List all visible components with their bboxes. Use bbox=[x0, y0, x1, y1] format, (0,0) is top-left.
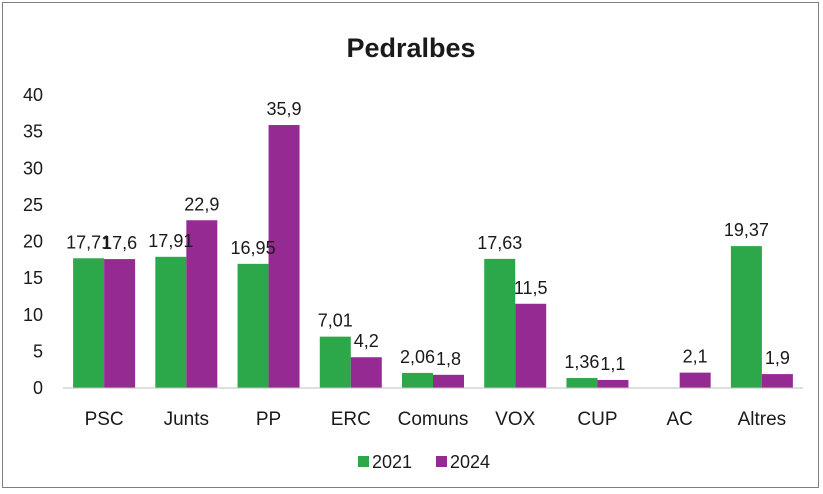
legend-swatch bbox=[358, 456, 369, 467]
x-axis: PSC Junts PP ERC Comuns VOX CUP AC Altres bbox=[85, 409, 787, 430]
bar-2021-comuns bbox=[402, 372, 433, 388]
y-axis: 0 5 10 15 20 25 30 35 40 bbox=[23, 85, 43, 398]
y-tick-label: 10 bbox=[23, 305, 43, 325]
y-tick-label: 25 bbox=[23, 195, 43, 215]
data-label: 16,95 bbox=[231, 238, 276, 258]
bar-2024-cup bbox=[597, 379, 629, 388]
data-label: 17,91 bbox=[148, 231, 193, 251]
bar-2024-pp bbox=[268, 125, 300, 388]
y-tick-label: 20 bbox=[23, 232, 43, 252]
bar-2024-junts bbox=[186, 220, 218, 388]
x-category-label: PSC bbox=[85, 409, 124, 430]
bar-2021-altres bbox=[730, 246, 762, 388]
data-label: 19,37 bbox=[724, 220, 769, 240]
data-label: 1,1 bbox=[600, 354, 625, 374]
bar-2024-comuns bbox=[433, 374, 464, 388]
bar-2021-vox bbox=[484, 258, 516, 388]
data-label: 7,01 bbox=[318, 311, 353, 331]
legend: 2021 2024 bbox=[358, 452, 490, 472]
x-category-label: Altres bbox=[738, 409, 787, 430]
chart-title: Pedralbes bbox=[346, 33, 475, 63]
y-tick-label: 30 bbox=[23, 158, 43, 178]
data-label: 2,1 bbox=[683, 347, 708, 367]
chart-frame: Pedralbes 0 5 10 15 20 25 30 35 40 17,71 17,6 17,9… bbox=[2, 2, 819, 488]
bar-2024-altres bbox=[761, 374, 793, 388]
data-label: 17,71 bbox=[66, 232, 111, 252]
data-label: 11,5 bbox=[514, 278, 548, 298]
x-category-label: VOX bbox=[495, 409, 535, 430]
bar-2021-erc bbox=[319, 336, 351, 388]
data-label: 1,36 bbox=[564, 352, 599, 372]
data-label: 17,6 bbox=[102, 233, 137, 253]
bars bbox=[73, 125, 793, 388]
data-label: 1,8 bbox=[436, 349, 461, 369]
x-category-label: CUP bbox=[577, 409, 617, 430]
y-tick-label: 15 bbox=[23, 268, 43, 288]
data-label: 17,63 bbox=[477, 233, 522, 253]
x-category-label: ERC bbox=[331, 409, 371, 430]
bar-2024-erc bbox=[350, 357, 382, 388]
data-label: 4,2 bbox=[354, 331, 379, 351]
y-tick-label: 35 bbox=[23, 122, 43, 142]
y-tick-label: 40 bbox=[23, 85, 43, 105]
bar-2024-ac bbox=[679, 372, 711, 388]
data-label: 1,9 bbox=[765, 348, 790, 368]
legend-label: 2021 bbox=[372, 452, 412, 472]
x-category-label: Comuns bbox=[398, 409, 469, 430]
legend-item-2024: 2024 bbox=[436, 452, 490, 472]
legend-swatch bbox=[436, 456, 447, 467]
legend-item-2021: 2021 bbox=[358, 452, 412, 472]
x-category-label: AC bbox=[666, 409, 692, 430]
data-label: 22,9 bbox=[184, 194, 219, 214]
bar-2021-junts bbox=[155, 256, 187, 388]
y-tick-label: 5 bbox=[33, 341, 43, 361]
legend-label: 2024 bbox=[450, 452, 490, 472]
data-label: 2,06 bbox=[400, 347, 435, 367]
bar-2021-psc bbox=[73, 258, 105, 388]
data-label: 35,9 bbox=[267, 99, 302, 119]
bar-2024-psc bbox=[104, 259, 136, 388]
bar-2024-vox bbox=[515, 303, 547, 388]
bar-2021-cup bbox=[566, 378, 598, 388]
x-category-label: PP bbox=[256, 409, 281, 430]
y-tick-label: 0 bbox=[33, 378, 43, 398]
bar-2021-pp bbox=[237, 263, 269, 388]
x-category-label: Junts bbox=[164, 409, 209, 430]
